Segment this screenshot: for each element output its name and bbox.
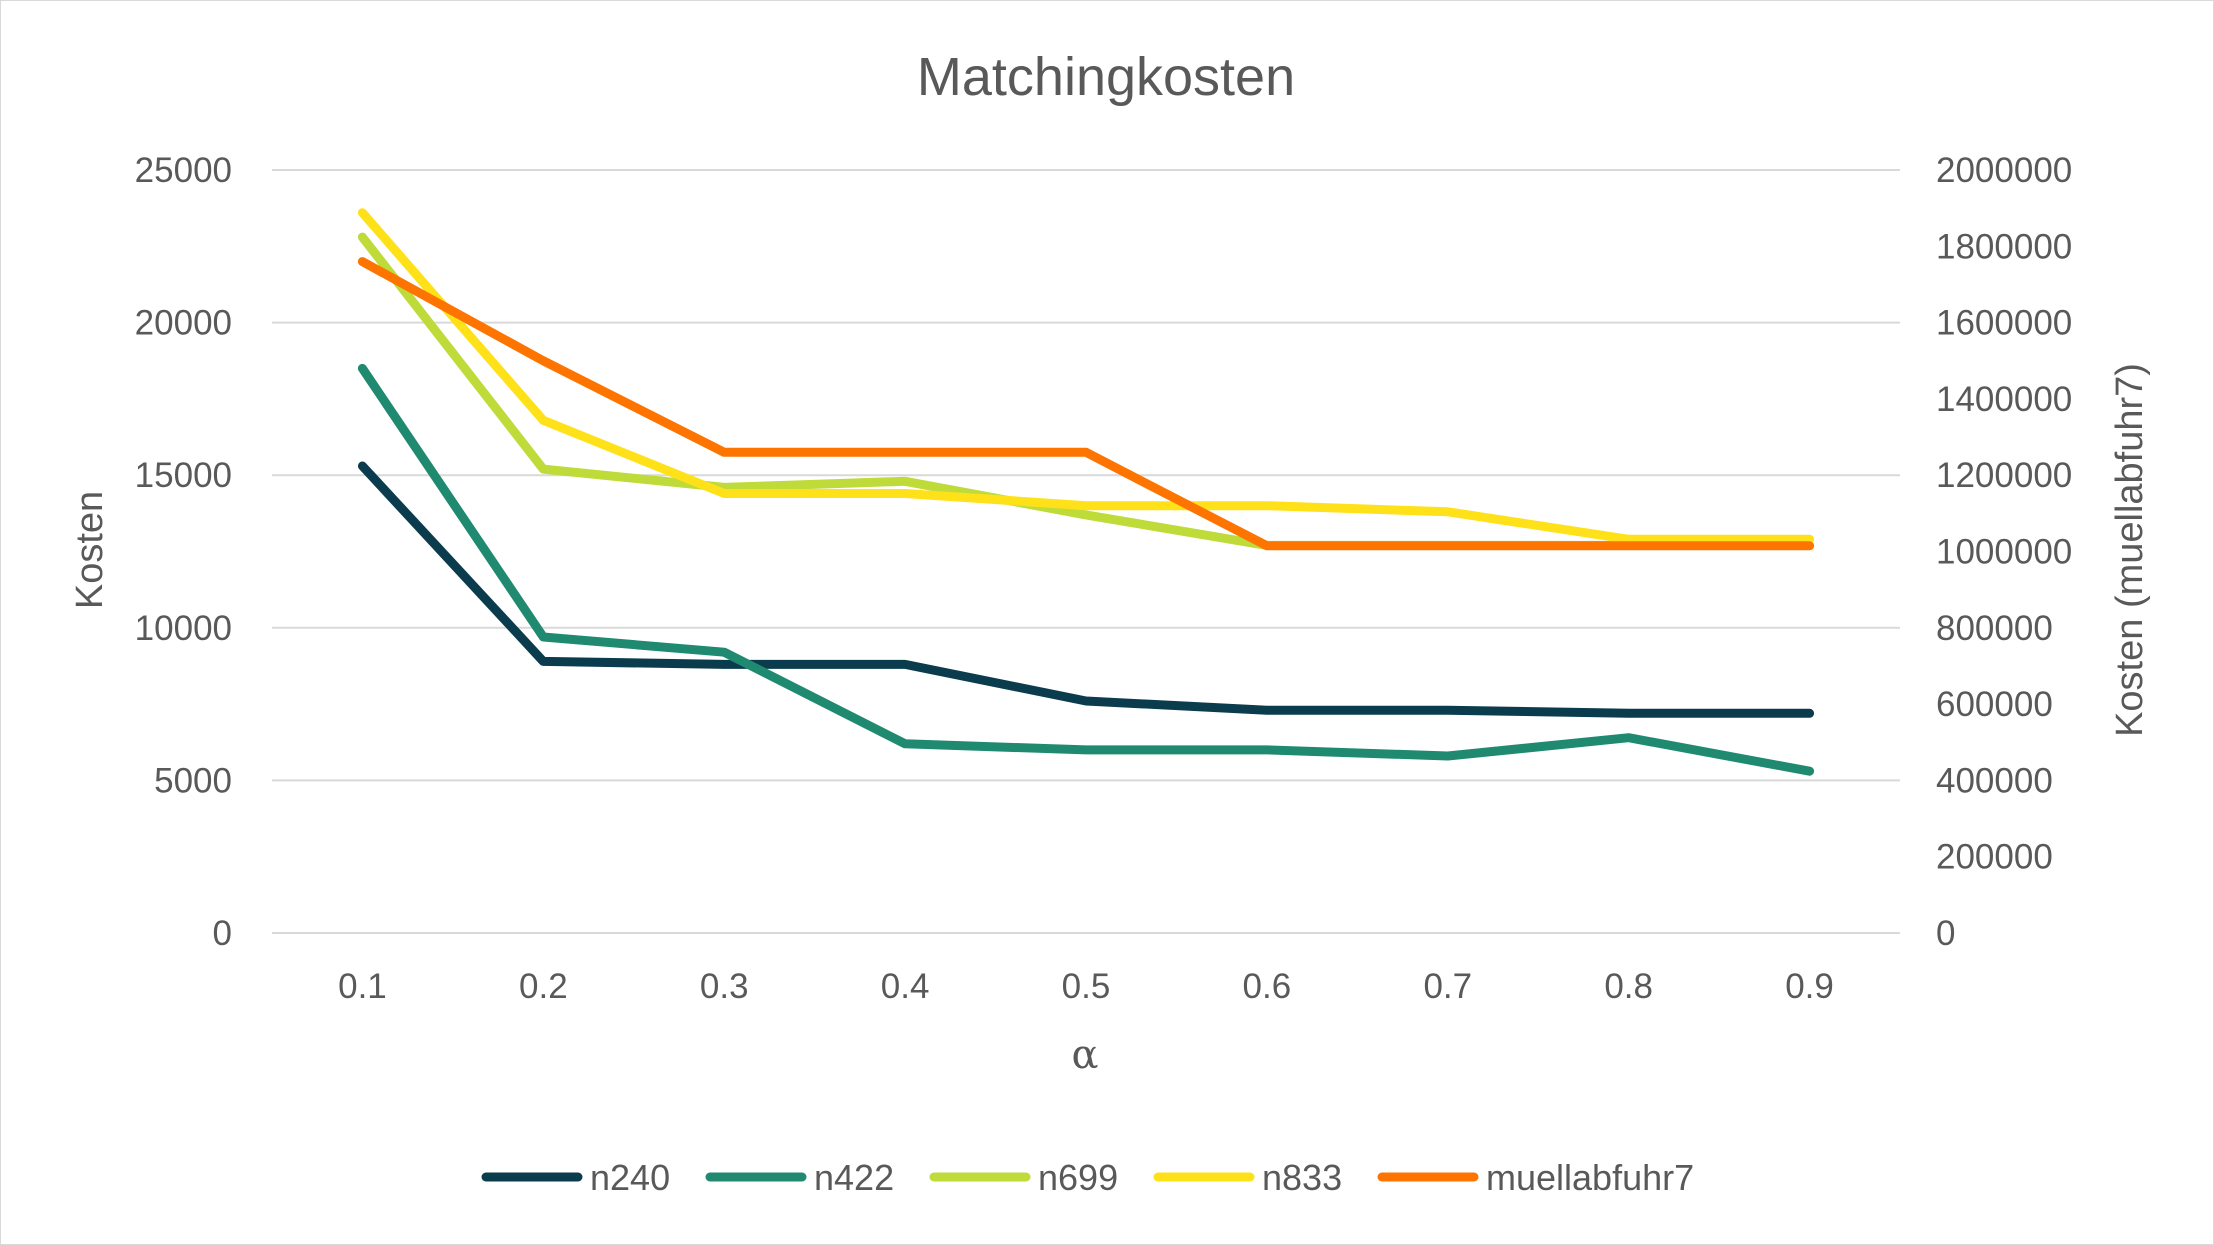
y-tick-label: 15000 — [135, 456, 232, 495]
legend-item-n422: n422 — [705, 1157, 894, 1198]
y2-tick-label: 200000 — [1936, 838, 2053, 877]
legend-item-muellabfuhr7: muellabfuhr7 — [1377, 1157, 1694, 1198]
y-tick-label: 5000 — [154, 761, 232, 800]
legend-label: n422 — [814, 1157, 894, 1198]
y2-tick-label: 1200000 — [1936, 456, 2072, 495]
y2-tick-label: 0 — [1936, 914, 1955, 953]
series-line-n833 — [357, 208, 1815, 544]
x-tick-label: 0.8 — [1604, 967, 1653, 1006]
y2-tick-label: 2000000 — [1936, 151, 2072, 190]
x-tick-label: 0.3 — [700, 967, 749, 1006]
y-axis-title: Kosten — [69, 491, 111, 609]
y2-tick-label: 1800000 — [1936, 227, 2072, 266]
x-tick-label: 0.5 — [1062, 967, 1111, 1006]
y-axis-right: 0 200000 400000 600000 800000 1000000 1200000 1… — [1936, 151, 2072, 953]
x-tick-label: 0.2 — [519, 967, 568, 1006]
y-axis-left: 0 5000 10000 15000 20000 25000 — [135, 151, 232, 953]
series-line-n422 — [357, 363, 1815, 776]
y2-tick-label: 1600000 — [1936, 304, 2072, 343]
x-tick-label: 0.6 — [1243, 967, 1292, 1006]
legend-label: n833 — [1262, 1157, 1342, 1198]
series-line-muellabfuhr7 — [357, 257, 1815, 551]
legend-item-n699: n699 — [929, 1157, 1118, 1198]
legend: n240 n422 n699 n833 muellabfuhr7 — [481, 1157, 1694, 1198]
y2-tick-label: 600000 — [1936, 685, 2053, 724]
legend-item-n240: n240 — [481, 1157, 670, 1198]
chart-title: Matchingkosten — [917, 47, 1295, 107]
x-axis: 0.1 0.2 0.3 0.4 0.5 0.6 0.7 0.8 0.9 — [338, 967, 1834, 1006]
y-tick-label: 25000 — [135, 151, 232, 190]
y2-tick-label: 1000000 — [1936, 533, 2072, 572]
legend-label: muellabfuhr7 — [1486, 1157, 1694, 1198]
x-tick-label: 0.4 — [881, 967, 930, 1006]
series-line-n240 — [357, 461, 1815, 718]
legend-item-n833: n833 — [1153, 1157, 1342, 1198]
y2-tick-label: 400000 — [1936, 761, 2053, 800]
x-axis-title: α — [1071, 1032, 1098, 1078]
series-line-n699 — [357, 232, 1815, 550]
y-tick-label: 20000 — [135, 304, 232, 343]
series-lines — [357, 208, 1815, 776]
y-tick-label: 10000 — [135, 609, 232, 648]
legend-label: n699 — [1038, 1157, 1118, 1198]
legend-label: n240 — [590, 1157, 670, 1198]
y2-tick-label: 1400000 — [1936, 380, 2072, 419]
x-tick-label: 0.7 — [1423, 967, 1472, 1006]
gridlines — [272, 169, 1900, 934]
x-tick-label: 0.1 — [338, 967, 387, 1006]
y2-tick-label: 800000 — [1936, 609, 2053, 648]
y-tick-label: 0 — [213, 914, 232, 953]
y2-axis-title: Kosten (muellabfuhr7) — [2109, 363, 2151, 737]
x-tick-label: 0.9 — [1785, 967, 1834, 1006]
